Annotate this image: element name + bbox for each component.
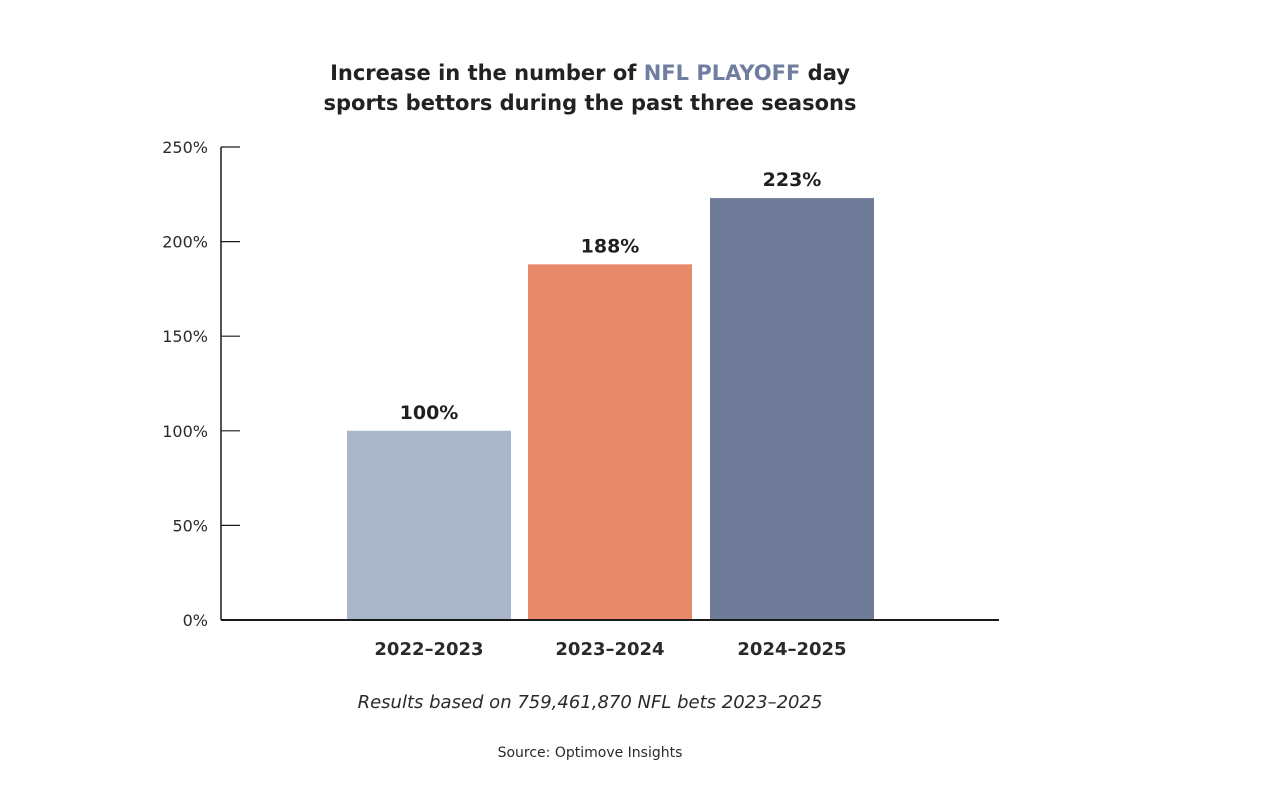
chart-title-line-1: Increase in the number of NFL PLAYOFF da… <box>240 58 940 88</box>
y-tick-label: 200% <box>162 233 208 252</box>
x-axis: 2022–2023 2023–2024 2024–2025 <box>221 619 999 660</box>
y-tick-label: 50% <box>172 516 208 535</box>
bars: 100% 188% 223% <box>347 169 874 621</box>
chart-title-text-after: day <box>800 61 850 85</box>
y-tick-label: 250% <box>162 138 208 157</box>
chart-note: Results based on 759,461,870 NFL bets 20… <box>357 692 823 713</box>
chart-title: Increase in the number of NFL PLAYOFF da… <box>240 58 940 118</box>
y-axis: 0% 50% 100% 150% 200% 250% <box>162 138 240 630</box>
bar-value-label: 223% <box>763 169 822 191</box>
bar-value-label: 100% <box>400 402 459 424</box>
bar <box>347 430 511 620</box>
chart-title-line-2: sports bettors during the past three sea… <box>323 91 857 115</box>
chart-source: Source: Optimove Insights <box>497 745 683 761</box>
x-category-label: 2024–2025 <box>737 639 846 660</box>
bar <box>528 264 692 620</box>
chart-title-text-before: Increase in the number of <box>330 61 644 85</box>
chart-title-highlight: NFL PLAYOFF <box>643 61 801 85</box>
y-tick-label: 150% <box>162 327 208 346</box>
y-tick-label: 100% <box>162 422 208 441</box>
y-tick-label: 0% <box>183 611 208 630</box>
x-category-label: 2023–2024 <box>555 639 664 660</box>
bar <box>710 198 874 621</box>
x-category-label: 2022–2023 <box>374 639 483 660</box>
bar-value-label: 188% <box>581 235 640 257</box>
